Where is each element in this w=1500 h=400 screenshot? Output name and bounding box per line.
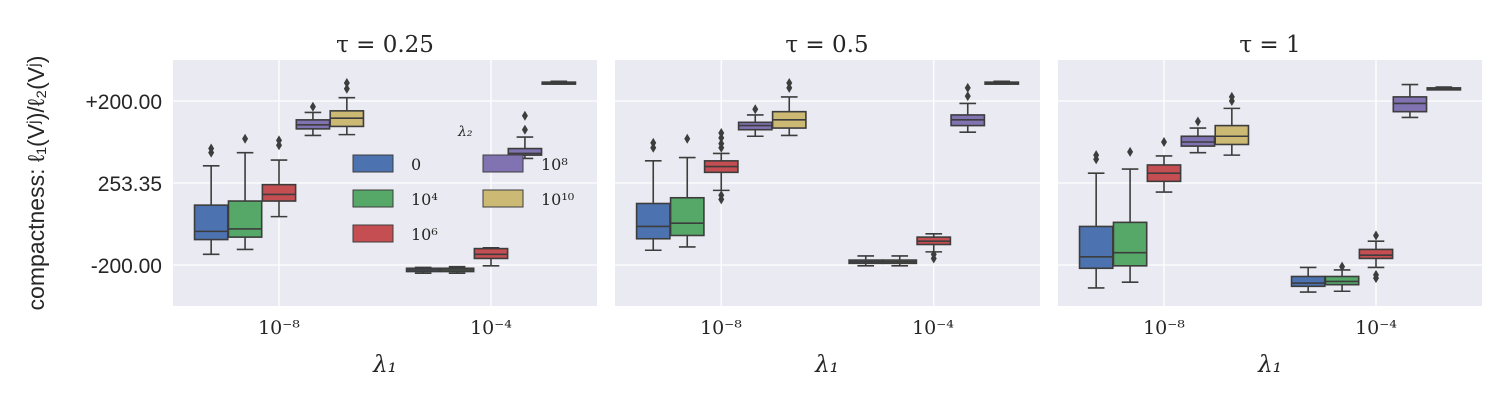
panel-3-group-2-box-2-body bbox=[1324, 275, 1360, 286]
panel-3-group-1-box-5-body bbox=[1214, 124, 1250, 146]
panel-1-x-axis-label: λ₁ bbox=[372, 352, 397, 378]
legend-swatch-4 bbox=[482, 189, 524, 208]
legend-label-4: 10¹⁰ bbox=[541, 190, 574, 209]
panel-1-group-1-box-3-flier-2 bbox=[276, 135, 282, 146]
panel-1-group-1-box-2-flier-1 bbox=[242, 133, 249, 144]
legend-label-3: 10⁸ bbox=[541, 155, 568, 174]
legend-swatch-2 bbox=[352, 224, 394, 243]
panel-2-title: τ = 0.5 bbox=[785, 32, 868, 58]
panel-2-group-1-box-3-flier-2 bbox=[718, 190, 725, 201]
panel-1-group-1-box-1-body bbox=[193, 204, 229, 241]
panel-3-group-1-box-2-body bbox=[1112, 221, 1148, 267]
panel-2-group-1-box-3-flier-4 bbox=[718, 138, 725, 149]
panel-3-group-1-box-3-flier-1 bbox=[1161, 137, 1167, 147]
panel-1-x-tick-2: 10⁻⁴ bbox=[470, 317, 512, 339]
panel-3-group-2-box-3-flier-3 bbox=[1373, 230, 1379, 241]
legend-swatch-1 bbox=[352, 189, 394, 208]
panel-2-group-1-box-1-body bbox=[635, 202, 671, 240]
legend-label-1: 10⁴ bbox=[411, 190, 438, 209]
panel-2-group-1-box-1-flier-2 bbox=[650, 137, 657, 148]
panel-1-group-1-box-4-flier-1 bbox=[309, 101, 316, 112]
legend-swatch-3 bbox=[482, 154, 524, 173]
panel-2-group-1-box-2-flier-1 bbox=[684, 133, 691, 144]
panel-1-group-1-box-3-body bbox=[261, 183, 297, 202]
panel-1-group-2-box-4-body bbox=[507, 147, 543, 156]
panel-3-group-2-box-3-body bbox=[1358, 248, 1394, 260]
y-tick-label-2: 253.35 bbox=[98, 173, 162, 196]
panel-3-group-2-box-2-flier-1 bbox=[1339, 261, 1346, 272]
panel-2-x-tick-2: 10⁻⁴ bbox=[912, 317, 954, 339]
panel-3: τ = 1 λ₁ 10⁻⁸ 10⁻⁴ bbox=[1058, 32, 1482, 378]
panel-1-x-tick-1: 10⁻⁸ bbox=[258, 317, 300, 339]
panel-3-group-1-box-5-flier-2 bbox=[1228, 91, 1235, 102]
panel-3-group-2-box-4-body bbox=[1392, 96, 1428, 113]
panel-2-group-1-box-2-body bbox=[669, 196, 705, 237]
panel-3-group-1-box-4-flier-1 bbox=[1194, 116, 1201, 127]
panel-1-title: τ = 0.25 bbox=[336, 32, 434, 58]
panel-2-group-1-box-4-flier-1 bbox=[752, 104, 759, 115]
panel-1-group-2-box-3-body bbox=[473, 247, 509, 260]
legend-label-0: 0 bbox=[411, 155, 421, 174]
panel-3-x-axis-label: λ₁ bbox=[1257, 352, 1282, 378]
panel-1-group-1-box-1-flier-2 bbox=[208, 143, 215, 154]
legend-swatch-0 bbox=[352, 154, 394, 173]
y-tick-label-3: -200.00 bbox=[91, 255, 162, 278]
panel-3-group-2-box-1-body bbox=[1290, 275, 1326, 288]
y-tick-label-1: +200.00 bbox=[86, 91, 163, 114]
panel-3-group-1-box-1-flier-2 bbox=[1093, 150, 1100, 161]
boxplot-marks bbox=[173, 60, 1482, 306]
panel-3-group-1-box-2-flier-1 bbox=[1127, 146, 1134, 157]
panel-3-group-1-box-1-body bbox=[1078, 225, 1114, 270]
panel-2-group-2-box-3-flier-2 bbox=[930, 249, 937, 260]
panel-1-group-1-box-5-flier-2 bbox=[343, 77, 350, 88]
panel-1-group-2-box-4-flier-1 bbox=[521, 124, 528, 135]
panel-1-group-1-box-5-flier-1 bbox=[343, 83, 350, 94]
panel-3-group-1-box-4-body bbox=[1180, 135, 1216, 147]
panel-1-group-2-box-4-flier-2 bbox=[521, 110, 528, 121]
panel-3-group-2-box-3-flier-2 bbox=[1373, 269, 1379, 280]
panel-3-x-tick-2: 10⁻⁴ bbox=[1355, 317, 1397, 339]
legend-title: λ₂ bbox=[457, 124, 473, 140]
panel-1-group-1-box-2-body bbox=[227, 200, 263, 238]
panel-2-x-axis-label: λ₁ bbox=[814, 352, 839, 378]
panel-2-group-1-box-5-flier-2 bbox=[786, 77, 793, 88]
panel-3-title: τ = 1 bbox=[1239, 32, 1300, 58]
panel-2-x-tick-1: 10⁻⁸ bbox=[700, 317, 742, 339]
legend-label-2: 10⁶ bbox=[411, 225, 438, 244]
panel-3-x-tick-1: 10⁻⁸ bbox=[1143, 317, 1185, 339]
panel-2-group-2-box-4-flier-2 bbox=[964, 82, 971, 93]
y-axis-label: compactness: ℓ₁(Vʲ)/ℓ₂(Vʲ) bbox=[23, 56, 49, 311]
legend: λ₂ 0 10⁴ 10⁶ 10⁸ 10¹⁰ bbox=[352, 124, 574, 244]
panel-2-group-2-box-4-flier-1 bbox=[964, 91, 971, 102]
panel-2-group-1-box-3-flier-6 bbox=[718, 127, 725, 138]
